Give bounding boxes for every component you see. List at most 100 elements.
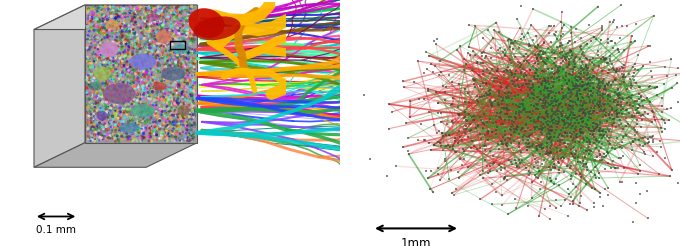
Point [173, 44, 184, 48]
Point [186, 27, 197, 31]
Point [437, 131, 448, 135]
Point [643, 44, 653, 48]
Point [602, 135, 613, 138]
Point [555, 132, 566, 136]
Point [170, 102, 181, 106]
Point [92, 126, 103, 130]
Point [127, 52, 138, 56]
Point [138, 55, 149, 59]
Point [114, 69, 124, 73]
Point [659, 82, 670, 86]
Point [475, 132, 486, 136]
Point [122, 134, 133, 138]
Point [492, 142, 503, 146]
Point [117, 19, 128, 23]
Point [108, 114, 119, 118]
Point [160, 75, 171, 79]
Point [605, 104, 615, 108]
Point [413, 138, 424, 142]
Point [177, 78, 188, 82]
Point [575, 82, 585, 86]
Point [481, 120, 492, 124]
Point [84, 17, 95, 21]
Point [171, 31, 182, 34]
Point [544, 136, 555, 139]
Point [186, 50, 197, 54]
Point [536, 55, 547, 59]
Point [127, 61, 138, 64]
Point [136, 54, 147, 58]
Point [101, 109, 112, 113]
Point [184, 33, 194, 37]
Point [153, 124, 164, 128]
Point [148, 121, 158, 125]
Point [184, 131, 195, 135]
Point [549, 80, 560, 84]
Point [100, 26, 111, 30]
Point [129, 45, 139, 49]
Point [595, 158, 606, 162]
Point [130, 45, 141, 49]
Point [143, 28, 154, 32]
Point [186, 22, 197, 26]
Point [175, 11, 186, 15]
Point [159, 34, 170, 38]
Point [90, 119, 101, 123]
Point [148, 24, 159, 28]
Point [83, 57, 94, 61]
Point [85, 92, 96, 96]
Point [105, 70, 116, 74]
Point [100, 72, 111, 76]
Point [174, 50, 185, 54]
Point [188, 30, 199, 34]
Point [122, 41, 133, 45]
Point [186, 15, 197, 19]
Point [91, 120, 102, 124]
Point [136, 78, 147, 82]
Point [173, 86, 184, 90]
Point [122, 23, 133, 27]
Point [148, 120, 158, 124]
Point [525, 103, 536, 107]
Point [91, 13, 102, 17]
Point [581, 87, 592, 91]
Point [105, 64, 116, 68]
Point [556, 110, 567, 114]
Point [123, 126, 134, 130]
Point [124, 33, 135, 37]
Point [175, 8, 186, 12]
Point [117, 122, 128, 126]
Point [104, 128, 115, 132]
Point [143, 112, 154, 116]
Point [153, 70, 164, 74]
Point [88, 13, 99, 17]
Point [568, 136, 579, 140]
Point [147, 88, 158, 92]
Point [95, 37, 105, 41]
Point [105, 125, 116, 129]
Point [522, 135, 532, 139]
Point [97, 120, 108, 124]
Point [596, 38, 607, 42]
Point [126, 48, 137, 52]
Point [95, 116, 105, 120]
Point [97, 13, 107, 17]
Point [166, 51, 177, 55]
Point [135, 43, 146, 46]
Point [551, 100, 562, 104]
Point [82, 137, 93, 141]
Point [182, 45, 192, 49]
Point [103, 75, 114, 79]
Point [570, 185, 581, 189]
Point [169, 4, 180, 8]
Point [152, 51, 163, 55]
Point [137, 55, 148, 59]
Point [103, 117, 114, 121]
Point [159, 113, 170, 117]
Point [152, 12, 163, 16]
Point [173, 135, 184, 138]
Point [135, 114, 146, 118]
Point [182, 128, 192, 132]
Point [124, 107, 135, 111]
Point [596, 107, 607, 111]
